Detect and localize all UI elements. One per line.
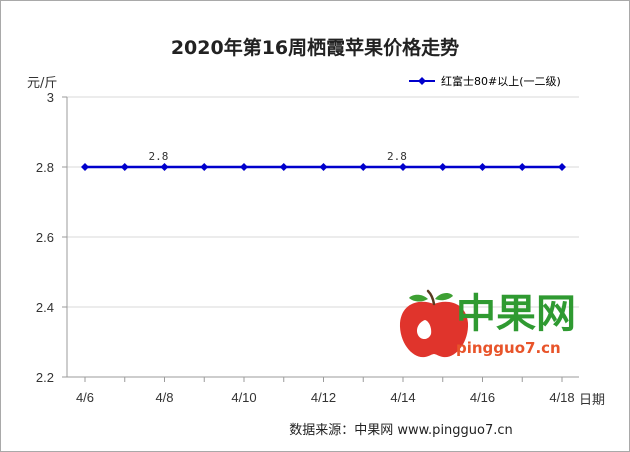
data-point xyxy=(558,163,566,171)
data-label: 2.8 xyxy=(149,150,169,163)
legend: 红富士80#以上(一二级) xyxy=(409,74,561,88)
y-axis-label: 元/斤 xyxy=(27,76,57,91)
watermark-brand: 中果网 xyxy=(456,291,576,337)
y-tick-label: 2.4 xyxy=(36,300,54,315)
y-ticks: 2.2 2.4 2.6 2.8 3 xyxy=(36,90,67,385)
data-point xyxy=(120,163,129,171)
gridlines xyxy=(67,96,579,308)
x-tick-label: 4/14 xyxy=(390,390,415,405)
data-point xyxy=(319,163,328,171)
legend-marker xyxy=(418,77,426,85)
data-point xyxy=(81,163,89,171)
data-labels: 2.8 2.8 xyxy=(149,150,407,163)
apple-logo-icon xyxy=(399,289,469,358)
legend-entry: 红富士80#以上(一二级) xyxy=(441,74,561,88)
data-point xyxy=(160,163,169,171)
data-point xyxy=(359,163,368,171)
data-point xyxy=(518,163,527,171)
y-tick-label: 2.6 xyxy=(36,230,54,245)
data-point xyxy=(478,163,487,171)
x-tick-label: 4/8 xyxy=(155,390,173,405)
x-tick-label: 4/16 xyxy=(470,390,495,405)
data-point xyxy=(438,163,447,171)
source-note: 数据来源：中果网 www.pingguo7.cn xyxy=(289,423,513,438)
data-point xyxy=(399,163,407,171)
data-point xyxy=(200,163,209,171)
data-point xyxy=(279,163,288,171)
x-ticks: 4/6 4/8 4/10 4/12 4/14 4/16 4/18 xyxy=(76,377,575,405)
x-tick-label: 4/18 xyxy=(549,390,574,405)
x-tick-label: 4/6 xyxy=(76,390,94,405)
chart-title: 2020年第16周栖霞苹果价格走势 xyxy=(171,36,459,59)
data-label: 2.8 xyxy=(387,150,407,163)
x-tick-label: 4/12 xyxy=(311,390,336,405)
y-tick-label: 3 xyxy=(47,90,54,105)
watermark: 中果网 pingguo7.cn xyxy=(399,289,576,358)
y-tick-label: 2.2 xyxy=(36,370,54,385)
y-tick-label: 2.8 xyxy=(36,160,54,175)
watermark-url: pingguo7.cn xyxy=(456,339,561,357)
x-axis-label: 日期 xyxy=(579,393,605,408)
series xyxy=(81,163,566,171)
data-point xyxy=(240,163,248,171)
x-tick-label: 4/10 xyxy=(231,390,256,405)
